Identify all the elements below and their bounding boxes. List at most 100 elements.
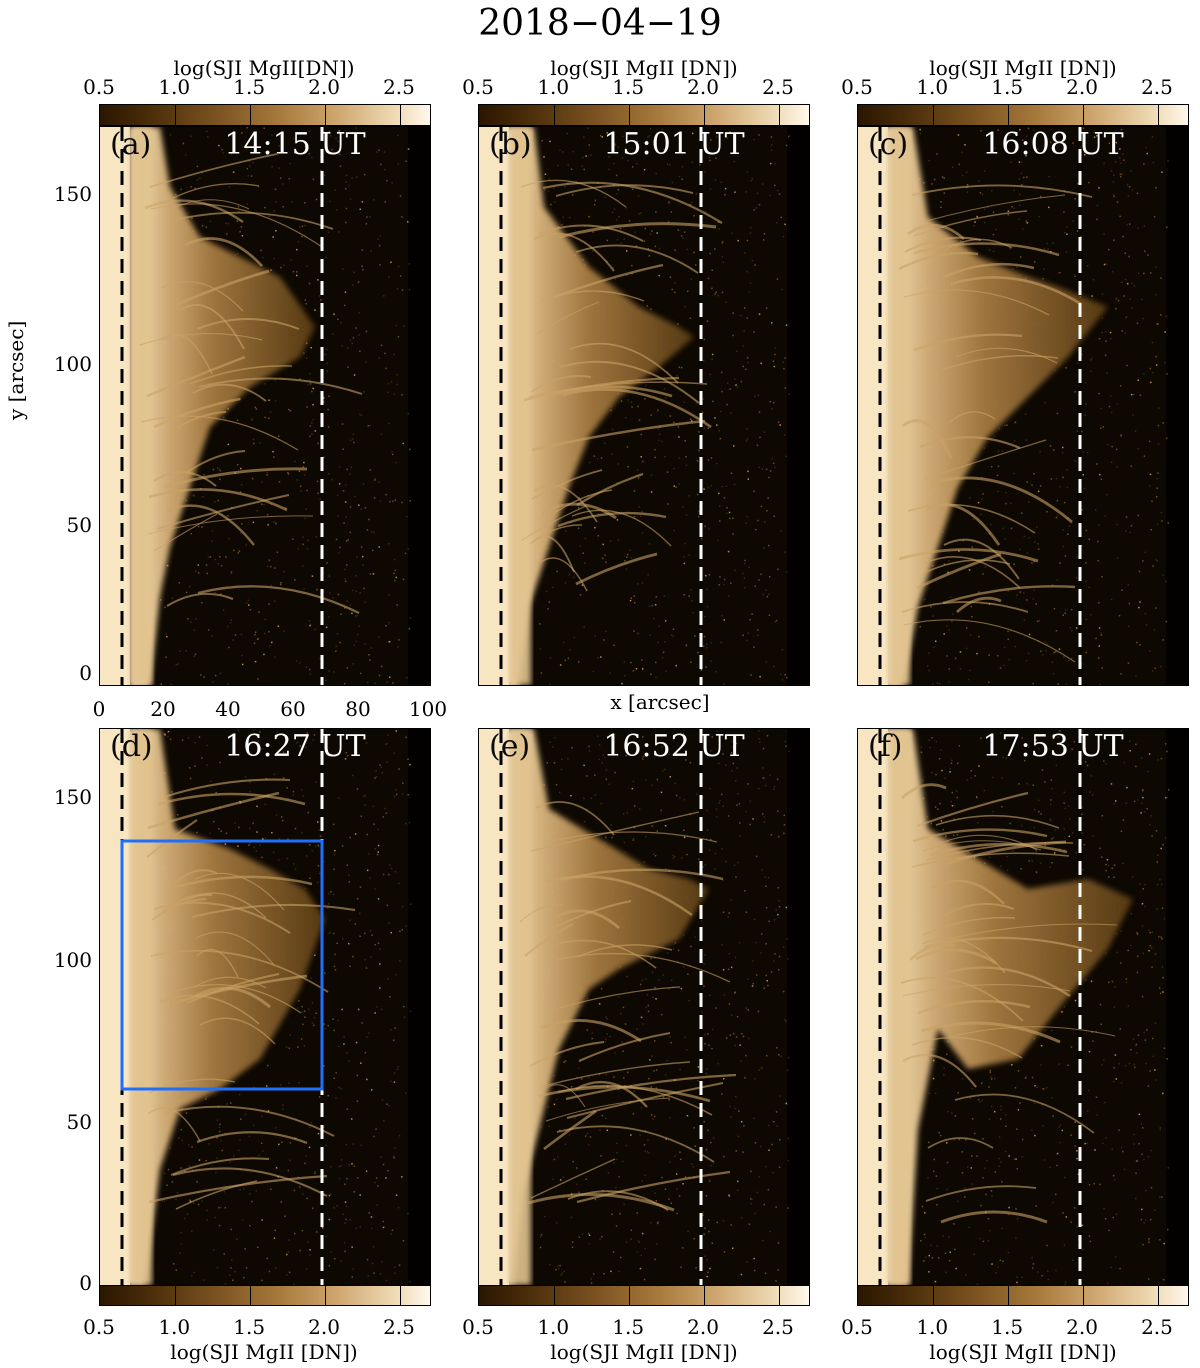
colorbar-tick-label: 2.5 bbox=[1141, 1315, 1173, 1339]
colorbar-separator bbox=[704, 1285, 706, 1305]
solar-image bbox=[100, 729, 430, 1285]
colorbar-tick-label: 2.5 bbox=[383, 1315, 415, 1339]
colorbar-tick-label: 2.5 bbox=[762, 1315, 794, 1339]
panel-time: 16:27 UT bbox=[224, 729, 366, 764]
panel-label: (a) bbox=[110, 127, 152, 162]
axis-tick-label: 0 bbox=[79, 1271, 92, 1295]
colorbar-separator bbox=[704, 105, 706, 125]
axis-tick-label: 100 bbox=[408, 697, 448, 721]
figure-title: 2018−04−19 bbox=[478, 3, 722, 44]
panel-label: (c) bbox=[868, 127, 909, 162]
colorbar-separator bbox=[1083, 105, 1085, 125]
solar-image bbox=[858, 127, 1188, 685]
colorbar-tick-label: 1.5 bbox=[612, 75, 645, 99]
colorbar-separator bbox=[1008, 105, 1010, 125]
axis-tick-label: 0 bbox=[92, 697, 106, 721]
colorbar-tick-label: 1.0 bbox=[916, 75, 949, 99]
colorbar-separator bbox=[1157, 1285, 1159, 1305]
colorbar-separator bbox=[778, 1285, 780, 1305]
axis-tick-label: 0 bbox=[79, 661, 92, 685]
colorbar-top-c-label: log(SJI MgII [DN]) bbox=[929, 56, 1117, 80]
panel-c: (c) 16:08 UT bbox=[857, 126, 1189, 686]
colorbar-separator bbox=[250, 105, 252, 125]
colorbar-separator bbox=[250, 1285, 252, 1305]
colorbar-separator bbox=[933, 105, 935, 125]
axis-tick-label: 50 bbox=[66, 513, 92, 537]
axis-tick-label: 100 bbox=[53, 948, 92, 972]
colorbar-top-a-label: log(SJI MgII[DN]) bbox=[173, 56, 355, 80]
panel-e: (e) 16:52 UT bbox=[478, 728, 810, 1286]
colorbar-tick-label: 1.0 bbox=[158, 1315, 191, 1339]
colorbar-tick-label: 1.0 bbox=[916, 1315, 949, 1339]
colorbar-bottom-e-label: log(SJI MgII [DN]) bbox=[550, 1340, 738, 1364]
panel-time: 14:15 UT bbox=[224, 127, 366, 162]
axis-tick-label: 50 bbox=[66, 1110, 92, 1134]
colorbar-top-c bbox=[857, 104, 1189, 126]
colorbar-separator bbox=[933, 1285, 935, 1305]
colorbar-separator bbox=[175, 105, 177, 125]
colorbar-tick-label: 2.0 bbox=[687, 1315, 719, 1339]
panel-label: (d) bbox=[110, 729, 153, 764]
axis-tick-label: 100 bbox=[53, 352, 92, 376]
colorbar-tick-label: 2.0 bbox=[308, 75, 340, 99]
colorbar-top-a bbox=[99, 104, 431, 126]
colorbar-tick-label: 0.5 bbox=[462, 75, 494, 99]
colorbar-top-b-label: log(SJI MgII [DN]) bbox=[550, 56, 738, 80]
axis-tick-label: 60 bbox=[280, 697, 306, 721]
panel-a: (a) 14:15 UT bbox=[99, 126, 431, 686]
colorbar-separator bbox=[778, 105, 780, 125]
colorbar-tick-label: 0.5 bbox=[462, 1315, 494, 1339]
colorbar-separator bbox=[1157, 105, 1159, 125]
colorbar-tick-label: 2.0 bbox=[1066, 1315, 1098, 1339]
colorbar-separator bbox=[175, 1285, 177, 1305]
panel-time: 16:52 UT bbox=[603, 729, 745, 764]
colorbar-tick-label: 1.5 bbox=[612, 1315, 645, 1339]
colorbar-tick-label: 1.0 bbox=[537, 75, 570, 99]
colorbar-tick-label: 1.0 bbox=[537, 1315, 570, 1339]
colorbar-separator bbox=[1083, 1285, 1085, 1305]
colorbar-bottom-d-label: log(SJI MgII [DN]) bbox=[170, 1340, 358, 1364]
panel-label: (e) bbox=[489, 729, 531, 764]
colorbar-tick-label: 1.5 bbox=[991, 75, 1024, 99]
axis-tick-label: 40 bbox=[215, 697, 241, 721]
solar-image bbox=[858, 729, 1188, 1285]
colorbar-separator bbox=[325, 1285, 327, 1305]
colorbar-separator bbox=[629, 105, 631, 125]
colorbar-separator bbox=[554, 1285, 556, 1305]
colorbar-tick-label: 2.0 bbox=[1066, 75, 1098, 99]
panel-f: (f) 17:53 UT bbox=[857, 728, 1189, 1286]
colorbar-tick-label: 0.5 bbox=[841, 1315, 873, 1339]
panel-label: (f) bbox=[868, 729, 903, 764]
colorbar-tick-label: 1.0 bbox=[158, 75, 191, 99]
panel-time: 15:01 UT bbox=[603, 127, 745, 162]
colorbar-tick-label: 2.5 bbox=[383, 75, 415, 99]
colorbar-separator bbox=[399, 1285, 401, 1305]
colorbar-tick-label: 0.5 bbox=[83, 1315, 115, 1339]
colorbar-bottom-f-label: log(SJI MgII [DN]) bbox=[929, 1340, 1117, 1364]
x-axis-label: x [arcsec] bbox=[610, 690, 710, 714]
panel-label: (b) bbox=[489, 127, 532, 162]
axis-tick-label: 80 bbox=[345, 697, 371, 721]
colorbar-tick-label: 1.5 bbox=[991, 1315, 1024, 1339]
solar-image bbox=[100, 127, 430, 685]
colorbar-tick-label: 1.5 bbox=[233, 1315, 266, 1339]
colorbar-separator bbox=[1008, 1285, 1010, 1305]
colorbar-bottom-e bbox=[478, 1284, 810, 1306]
selection-box bbox=[120, 839, 324, 1091]
colorbar-tick-label: 2.5 bbox=[1141, 75, 1173, 99]
colorbar-tick-label: 1.5 bbox=[233, 75, 266, 99]
colorbar-tick-label: 2.0 bbox=[308, 1315, 340, 1339]
colorbar-separator bbox=[325, 105, 327, 125]
colorbar-tick-label: 0.5 bbox=[841, 75, 873, 99]
colorbar-separator bbox=[399, 105, 401, 125]
axis-tick-label: 150 bbox=[53, 785, 92, 809]
axis-tick-label: 150 bbox=[53, 182, 92, 206]
panel-time: 17:53 UT bbox=[982, 729, 1124, 764]
panel-b: (b) 15:01 UT bbox=[478, 126, 810, 686]
colorbar-tick-label: 2.0 bbox=[687, 75, 719, 99]
y-axis-label: y [arcsec] bbox=[4, 320, 28, 420]
solar-image bbox=[479, 729, 809, 1285]
panel-d: (d) 16:27 UT bbox=[99, 728, 431, 1286]
colorbar-separator bbox=[554, 105, 556, 125]
colorbar-bottom-f bbox=[857, 1284, 1189, 1306]
